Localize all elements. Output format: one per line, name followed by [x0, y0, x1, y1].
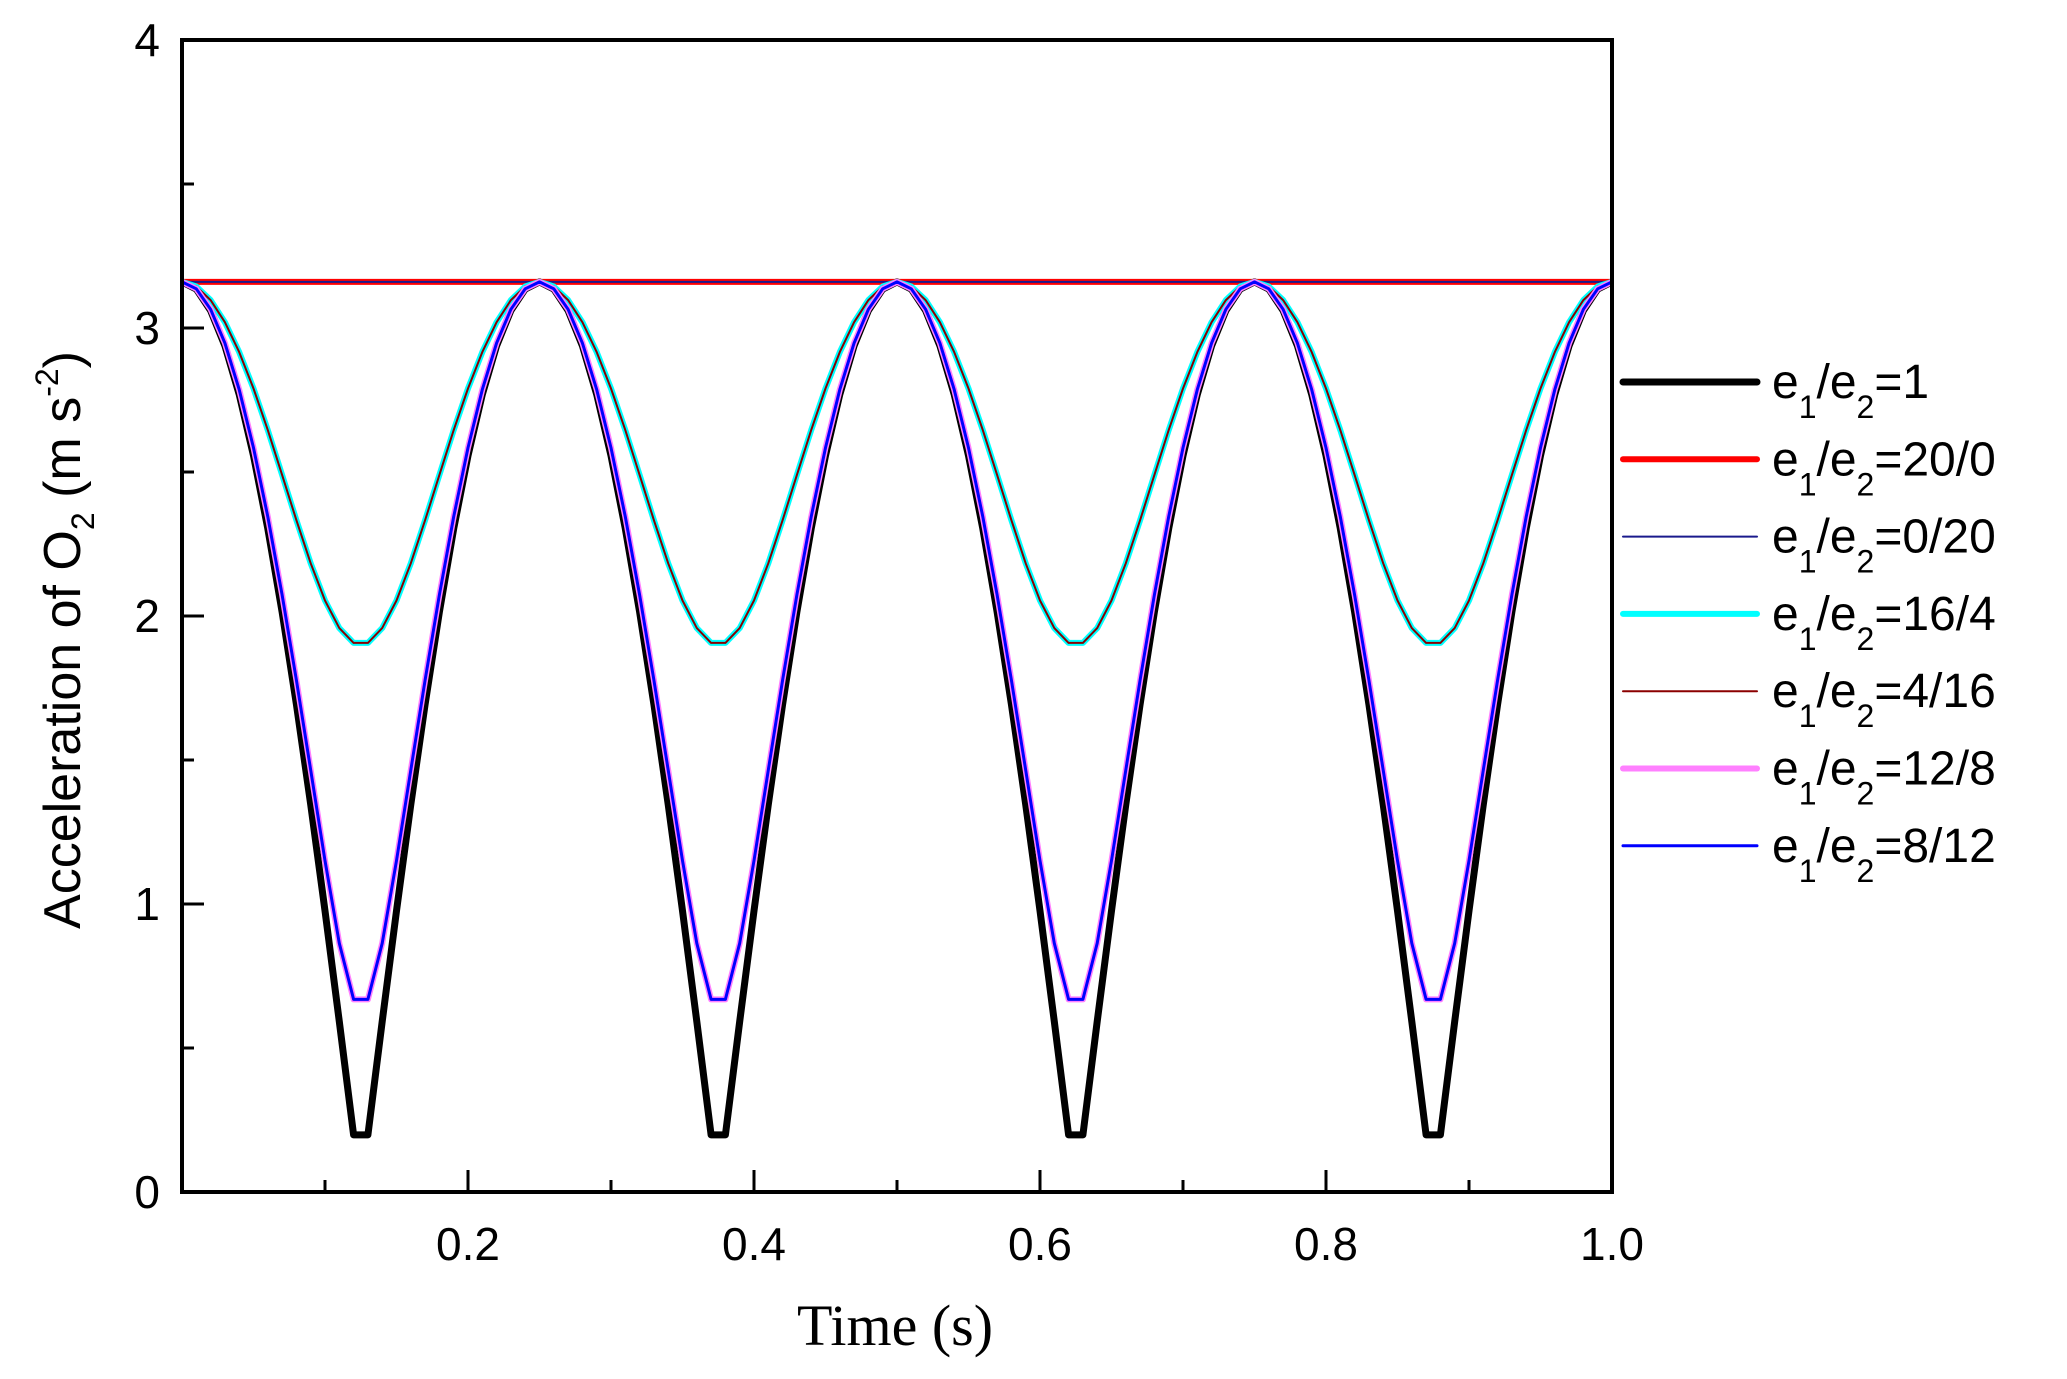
legend-item: e1/e2=0/20 [1622, 511, 1996, 580]
y-tick-label: 4 [134, 14, 160, 66]
y-tick-label: 2 [134, 590, 160, 642]
y-tick-label: 1 [134, 878, 160, 930]
legend-item: e1/e2=4/16 [1622, 665, 1996, 734]
legend: e1/e2=1 e1/e2=20/0 e1/e2=0/20 e1/e2=16/4 e1/… [1619, 356, 1996, 889]
legend-label: e1/e2=16/4 [1772, 588, 1996, 657]
legend-label: e1/e2=8/12 [1772, 820, 1996, 889]
x-tick-label: 0.2 [436, 1218, 500, 1270]
series-line-3 [181, 278, 1613, 646]
legend-label: e1/e2=20/0 [1772, 433, 1996, 502]
x-axis-label: Time (s) [797, 1293, 993, 1358]
x-tick-label: 1.0 [1580, 1218, 1644, 1270]
legend-item: e1/e2=1 [1619, 356, 1929, 425]
x-tick-label: 0.4 [722, 1218, 786, 1270]
legend-item: e1/e2=16/4 [1620, 588, 1996, 657]
y-tick-label: 0 [134, 1166, 160, 1218]
axis-ticks: 0.2 0.4 0.6 0.8 1.0 0 1 2 3 4 [134, 14, 1644, 1270]
series-line-6 [181, 280, 1613, 1001]
plot-frame [180, 38, 1614, 1194]
legend-label: e1/e2=12/8 [1772, 743, 1996, 812]
legend-item: e1/e2=20/0 [1620, 433, 1996, 502]
legend-label: e1/e2=1 [1772, 356, 1929, 425]
legend-label: e1/e2=4/16 [1772, 665, 1996, 734]
series-line-0 [180, 278, 1614, 1139]
y-tick-label: 3 [134, 302, 160, 354]
legend-label: e1/e2=0/20 [1772, 511, 1996, 580]
plot-curves [180, 278, 1614, 1139]
x-tick-label: 0.8 [1294, 1218, 1358, 1270]
x-tick-label: 0.6 [1008, 1218, 1072, 1270]
series-line-4 [181, 280, 1613, 644]
y-axis-label: Acceleration of O2 (m s-2) [29, 351, 101, 929]
legend-item: e1/e2=12/8 [1620, 743, 1996, 812]
legend-item: e1/e2=8/12 [1621, 820, 1996, 889]
